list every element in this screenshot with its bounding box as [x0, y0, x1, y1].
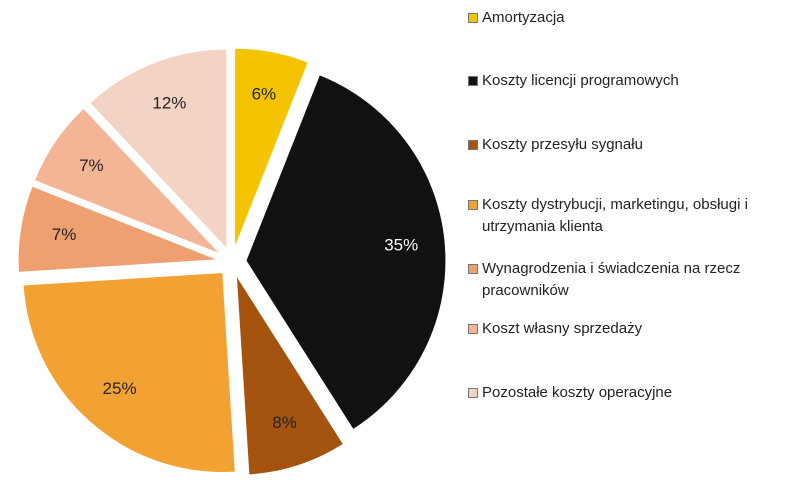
legend-item: Koszty przesyłu sygnału — [468, 134, 788, 156]
legend-item: Koszty licencji programowych — [468, 70, 788, 92]
legend-swatch — [468, 140, 478, 150]
legend-swatch — [468, 13, 478, 23]
legend-item: Wynagrodzenia i świadczenia na rzecz pra… — [468, 258, 788, 302]
slice-label: 35% — [384, 235, 418, 254]
legend-swatch — [468, 388, 478, 398]
legend-item: Pozostałe koszty operacyjne — [468, 382, 788, 404]
slice-label: 7% — [79, 156, 104, 175]
pie-slice — [33, 107, 221, 255]
legend-label: Koszty przesyłu sygnału — [482, 136, 643, 153]
legend-label: Koszty licencji programowych — [482, 72, 679, 89]
legend-label: Koszt własny sprzedaży — [482, 320, 643, 337]
legend-label: Wynagrodzenia i świadczenia na rzecz pra… — [482, 260, 741, 299]
pie-slice — [17, 185, 219, 273]
legend-swatch — [468, 76, 478, 86]
slice-label: 25% — [103, 379, 137, 398]
pie-slice — [245, 74, 447, 431]
slice-label: 8% — [272, 413, 297, 432]
pie-slice — [234, 47, 309, 249]
pie-slice — [89, 48, 228, 251]
pie-slice — [235, 275, 345, 476]
legend-item: Amortyzacja — [468, 7, 788, 29]
slice-label: 7% — [52, 225, 77, 244]
legend-label: Koszty dystrybucji, marketingu, obsługi … — [482, 196, 748, 235]
legend-swatch — [468, 200, 478, 210]
legend-label: Amortyzacja — [482, 9, 565, 26]
legend-swatch — [468, 264, 478, 274]
pie-slice — [22, 271, 236, 473]
legend-item: Koszt własny sprzedaży — [468, 318, 788, 340]
legend-item: Koszty dystrybucji, marketingu, obsługi … — [468, 194, 788, 238]
legend-swatch — [468, 324, 478, 334]
slice-label: 6% — [252, 84, 277, 103]
legend-label: Pozostałe koszty operacyjne — [482, 384, 673, 401]
slice-label: 12% — [152, 93, 186, 112]
